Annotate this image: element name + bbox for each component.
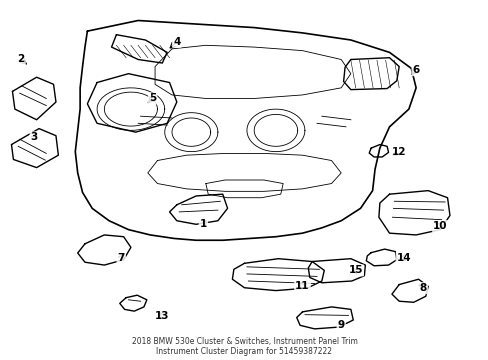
Text: 7: 7 xyxy=(117,253,124,263)
Text: 5: 5 xyxy=(149,94,156,103)
Text: 11: 11 xyxy=(295,281,309,291)
Text: 2018 BMW 530e Cluster & Switches, Instrument Panel Trim
Instrument Cluster Diagr: 2018 BMW 530e Cluster & Switches, Instru… xyxy=(131,337,357,356)
Text: 10: 10 xyxy=(432,221,447,231)
Text: 8: 8 xyxy=(419,283,426,293)
Text: 3: 3 xyxy=(31,132,38,143)
Text: 13: 13 xyxy=(155,311,169,321)
Text: 14: 14 xyxy=(396,253,410,263)
Text: 4: 4 xyxy=(173,37,180,47)
Text: 2: 2 xyxy=(18,54,25,64)
Text: 12: 12 xyxy=(391,147,406,157)
Text: 9: 9 xyxy=(337,320,344,330)
Text: 15: 15 xyxy=(348,265,362,275)
Text: 6: 6 xyxy=(412,65,419,75)
Text: 1: 1 xyxy=(200,219,206,229)
